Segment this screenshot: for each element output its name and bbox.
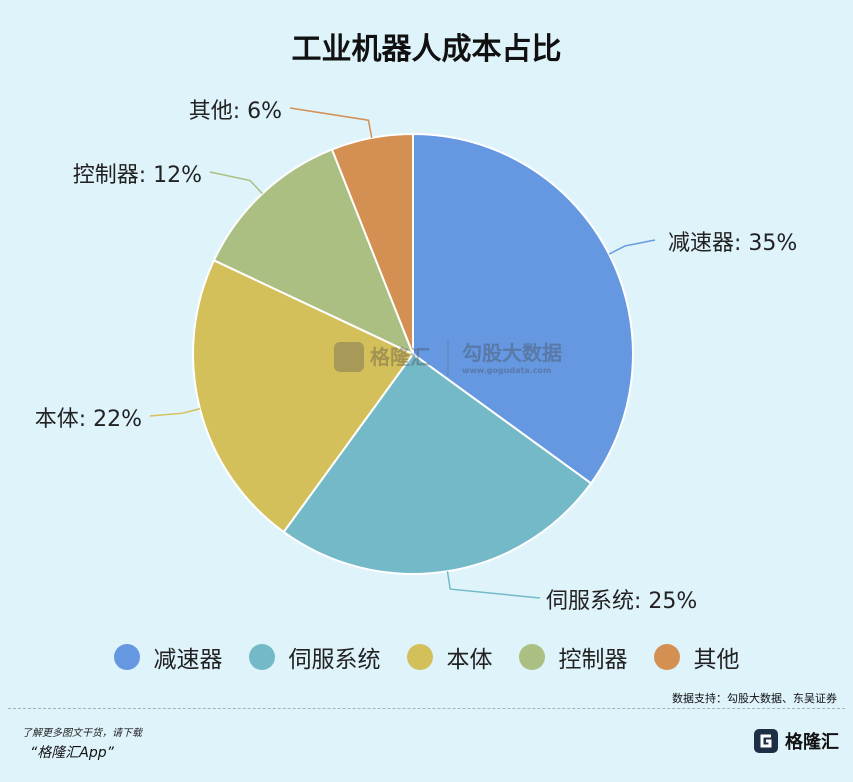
brand-logo: 格隆汇 [753,728,839,754]
legend-item: 伺服系统 [248,640,381,674]
watermark-brand: 格隆汇 [370,345,430,369]
label-leader-line [446,571,541,599]
legend-swatch [653,644,680,670]
legend-label: 其他 [693,647,740,673]
legend-item: 本体 [406,640,493,674]
label-leader-line [289,107,373,139]
promo-text: 了解更多图文干货，请下载 [22,728,142,739]
label-leader-line [608,239,656,255]
slice-data-label: 控制器: 12% [73,163,202,188]
label-leader-line [149,407,201,417]
watermark-partner-url: www.gogudata.com [462,366,551,375]
slice-data-label: 减速器: 35% [668,231,797,256]
legend-label: 控制器 [558,647,628,673]
pie-slice [330,132,414,355]
brand-name: 格隆汇 [785,732,839,753]
slice-data-label: 本体: 22% [35,407,142,432]
promo-app-name: “格隆汇App” [30,745,114,761]
watermark-partner: 勾股大数据 [462,341,562,365]
legend-swatch [406,644,433,670]
legend-item: 减速器 [113,640,223,674]
brand-g-icon [754,729,778,753]
data-source: 数据支持：勾股大数据、东吴证券 [672,692,837,705]
label-leader-line [209,171,263,195]
watermark-logo-icon [334,342,364,372]
legend-item: 其他 [653,640,740,674]
chart-title: 工业机器人成本占比 [291,32,562,67]
pie-slice [212,148,415,356]
legend-label: 本体 [446,647,493,673]
legend-swatch [113,644,140,670]
slice-data-label: 伺服系统: 25% [546,589,697,614]
chart-legend: 减速器 伺服系统 本体 控制器 其他 [0,640,853,674]
legend-label: 伺服系统 [288,647,381,673]
legend-label: 减速器 [153,647,223,673]
legend-item: 控制器 [518,640,628,674]
slice-data-label: 其他: 6% [189,99,282,124]
legend-swatch [248,644,275,670]
pie-chart: 减速器: 35% 伺服系统: 25% 本体: 22% 控制器: 12% 其他: 6% 格隆… [35,99,798,614]
legend-swatch [518,644,545,670]
footer-divider [8,708,845,709]
